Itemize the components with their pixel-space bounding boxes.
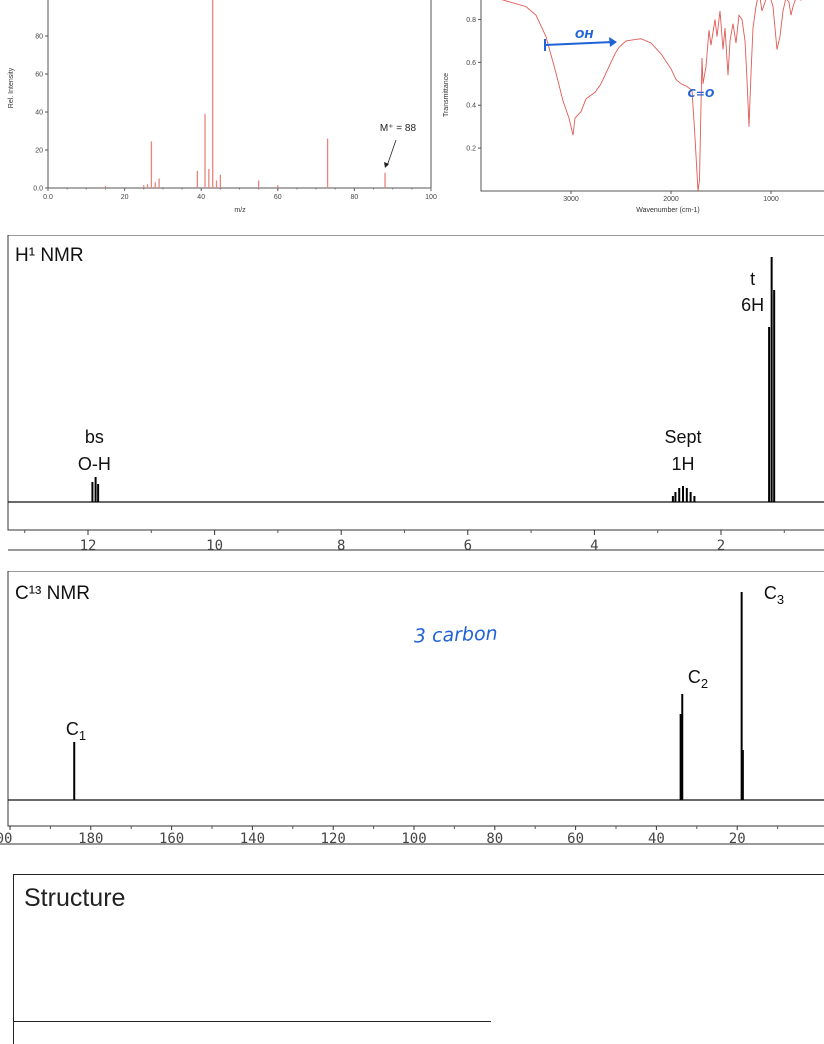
ms-x-tick-label: 0.0 xyxy=(43,194,53,201)
ms-y-tick-label: 40 xyxy=(35,110,43,117)
mass-spectrum-y-label: Rel. Intensity xyxy=(8,67,15,108)
ir-y-ticks: 0.2 0.4 0.6 0.8 xyxy=(466,17,481,153)
c13-tick-label: 00 xyxy=(0,831,12,847)
ir-x-tick-label: 1000 xyxy=(763,196,779,203)
ms-y-tick-label: 80 xyxy=(35,34,43,41)
ir-x-label: Wavenumber (cm-1) xyxy=(636,207,700,214)
h1-tick-label: 10 xyxy=(206,538,223,554)
c13-nmr-title: C¹³ NMR xyxy=(15,583,90,604)
ir-spectrum-panel: 3000 2000 1000 0.2 0.4 0.6 0.8 Wavenumber (cm… xyxy=(438,0,824,220)
c13-nmr-peak-labels: C1 C2 C3 xyxy=(66,583,784,743)
c13-tick-label: 20 xyxy=(729,831,746,847)
ir-spectrum-chart: 3000 2000 1000 0.2 0.4 0.6 0.8 Wavenumber (cm… xyxy=(443,0,824,214)
c13-tick-label: 180 xyxy=(78,831,103,847)
ir-spectrum-frame xyxy=(480,0,824,192)
c13-nmr-frame xyxy=(7,570,824,827)
h1-peak-label: t xyxy=(750,269,755,289)
h1-tick-label: 4 xyxy=(590,538,598,554)
ir-y-label: Transmittance xyxy=(443,73,450,117)
h1-tick-label: 8 xyxy=(337,538,345,554)
oh-annotation: OH xyxy=(544,28,617,51)
h1-peak-label: O-H xyxy=(78,454,111,474)
h1-nmr-title: H¹ NMR xyxy=(15,245,84,266)
h1-nmr-frame xyxy=(7,234,824,531)
c13-tick-label: 120 xyxy=(321,831,346,847)
ms-x-tick-label: 80 xyxy=(351,194,359,201)
mass-spectrum-frame xyxy=(47,0,432,189)
mass-spectrum-x-label: m/z xyxy=(234,207,246,214)
structure-title: Structure xyxy=(24,884,126,912)
structure-box[interactable]: Structure xyxy=(13,874,824,1044)
oh-label: OH xyxy=(575,28,594,41)
c13-nmr-ticks: 00 180 160 140 120 100 80 60 40 20 xyxy=(0,826,779,847)
h1-nmr-peaks xyxy=(91,257,776,502)
c13-tick-label: 160 xyxy=(159,831,184,847)
c13-nmr-panel: C¹³ NMR 00 180 160 140 120 100 80 60 40 20 C1 C2 C3… xyxy=(0,570,824,851)
mass-spectrum-peaks xyxy=(104,0,386,188)
ir-x-tick-label: 3000 xyxy=(563,196,579,203)
ir-y-tick-label: 0.8 xyxy=(466,17,476,24)
c13-nmr-peaks xyxy=(73,592,744,800)
ms-y-tick-label: 20 xyxy=(35,148,43,155)
c13-tick-label: 80 xyxy=(486,831,503,847)
ir-transmittance-line xyxy=(501,0,802,192)
ir-y-tick-label: 0.6 xyxy=(466,60,476,67)
ir-y-tick-label: 0.4 xyxy=(466,103,476,110)
c13-tick-label: 100 xyxy=(401,831,426,847)
h1-nmr-peak-labels: bs O-H Sept 1H t 6H xyxy=(78,269,764,474)
ir-y-tick-label: 0.2 xyxy=(466,146,476,153)
oh-arrow xyxy=(544,41,614,46)
ms-y-tick-label: 0.0 xyxy=(33,186,43,193)
h1-tick-label: 12 xyxy=(80,538,97,554)
h1-nmr-panel: H¹ NMR 12 10 8 6 4 2 bs O-H Sept 1H t 6H xyxy=(0,234,824,555)
h1-peak-label: bs xyxy=(85,427,104,447)
mass-spectrum-panel: 0.0 20 40 60 80 100 0.0 20 40 60 80 m/z Rel. Inte… xyxy=(0,0,440,220)
ms-x-tick-label: 60 xyxy=(274,194,282,201)
structure-bottom-border xyxy=(13,1021,491,1022)
carbonyl-label: C=O xyxy=(688,87,715,100)
carbon-count-note: 3 carbon xyxy=(414,623,498,648)
h1-peak-label: 1H xyxy=(672,454,695,474)
ms-x-tick-label: 40 xyxy=(197,194,205,201)
c13-tick-label: 40 xyxy=(648,831,665,847)
mass-spectrum-y-ticks: 0.0 20 40 60 80 xyxy=(33,34,48,193)
mass-spectrum-x-ticks: 0.0 20 40 60 80 100 xyxy=(43,188,437,201)
c13-peak-label: C3 xyxy=(764,583,784,607)
ir-x-tick-label: 2000 xyxy=(663,196,679,203)
ms-x-tick-label: 100 xyxy=(425,194,437,201)
ms-y-tick-label: 60 xyxy=(35,72,43,79)
mass-spectrum-chart: 0.0 20 40 60 80 100 0.0 20 40 60 80 m/z Rel. Inte… xyxy=(8,0,437,214)
h1-peak-label: 6H xyxy=(741,295,764,315)
molecular-ion-arrow xyxy=(386,139,397,167)
h1-nmr-ticks: 12 10 8 6 4 2 xyxy=(24,530,785,554)
h1-tick-label: 6 xyxy=(464,538,472,554)
h1-tick-label: 2 xyxy=(717,538,725,554)
c13-tick-label: 60 xyxy=(567,831,584,847)
ir-x-ticks: 3000 2000 1000 xyxy=(563,191,779,203)
h1-nmr-chart: H¹ NMR 12 10 8 6 4 2 bs O-H Sept 1H t 6H xyxy=(7,234,824,554)
c13-tick-label: 140 xyxy=(240,831,265,847)
c13-peak-label: C1 xyxy=(66,719,86,743)
h1-peak-label: Sept xyxy=(665,427,702,447)
c13-nmr-chart: C¹³ NMR 00 180 160 140 120 100 80 60 40 20 C1 C2 C3… xyxy=(0,570,824,847)
molecular-ion-label: M⁺ = 88 xyxy=(380,123,417,134)
c13-peak-label: C2 xyxy=(688,667,708,691)
ms-x-tick-label: 20 xyxy=(121,194,129,201)
molecular-ion-arrowhead xyxy=(384,162,389,168)
